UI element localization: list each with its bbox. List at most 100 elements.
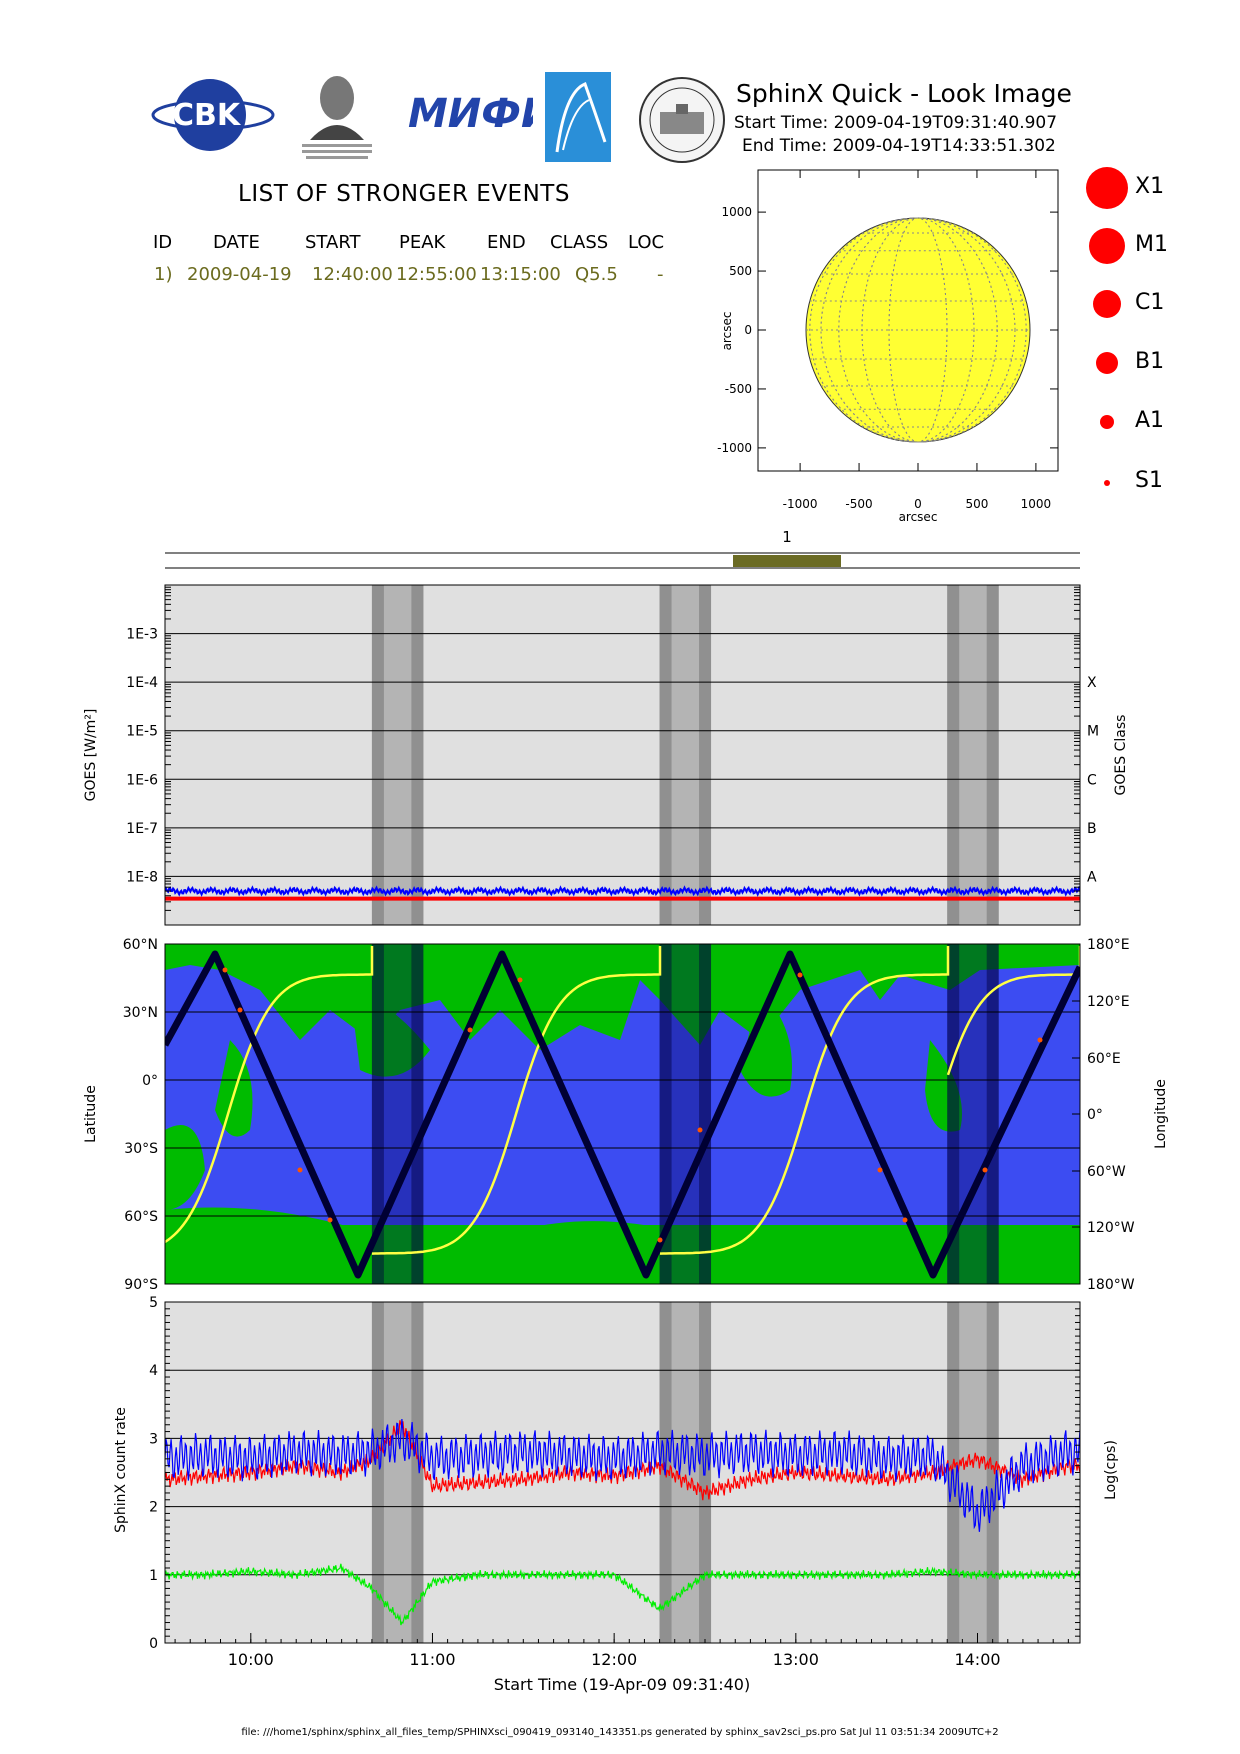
event-date: 2009-04-19 — [187, 264, 292, 285]
track-hotspot — [222, 967, 228, 973]
shaded-interval-edge — [986, 1302, 999, 1643]
university-seal-logo — [638, 76, 726, 164]
track-hotspot — [697, 1127, 703, 1133]
size-label-x1: X1 — [1135, 174, 1165, 199]
size-legend-dots — [1086, 167, 1128, 486]
count-rate-panel: 5 4 3 2 1 0 10:00 11:00 12:00 13:00 14:00 SphinX … — [113, 1295, 1119, 1694]
disk-xtick-label: -500 — [845, 497, 872, 511]
disk-meridian — [838, 217, 998, 443]
shaded-interval-edge — [699, 944, 712, 1284]
shaded-interval-edge — [659, 944, 672, 1284]
disk-ytick-label: 0 — [744, 323, 752, 337]
disk-ytick-label: 500 — [729, 264, 752, 278]
latitude-map-panel: 60°N 30°N 0° 30°S 60°S 90°S 180°E 120°E 60°E 0° 60… — [83, 937, 1169, 1293]
event-bar-label: 1 — [782, 528, 792, 546]
map-green-region — [925, 1040, 962, 1132]
col-id: ID — [153, 232, 173, 253]
shaded-interval-edge — [659, 585, 672, 925]
event-start: 12:40:00 — [312, 264, 393, 285]
goes-class-label: B — [1087, 821, 1097, 837]
shaded-interval-edge — [411, 944, 424, 1284]
track-hotspot — [902, 1217, 908, 1223]
goes-ytick-label: 1E-8 — [126, 869, 158, 885]
disk-xtick-label: 500 — [965, 497, 988, 511]
rate-ylabel-right: Log(cps) — [1103, 1440, 1119, 1500]
size-label-a1: A1 — [1135, 408, 1165, 433]
disk-ytick-label: 1000 — [721, 205, 752, 219]
rate-series-green — [165, 1563, 1080, 1626]
goes-ytick-label: 1E-3 — [126, 627, 158, 643]
col-class: CLASS — [550, 232, 609, 253]
goes-series-blue — [165, 885, 1080, 897]
disk-ytick-label: -500 — [725, 382, 752, 396]
map-lon-label: 180°E — [1087, 937, 1130, 953]
end-time: End Time: 2009-04-19T14:33:51.302 — [742, 136, 1056, 156]
time-xlabel: Start Time (19-Apr-09 09:31:40) — [494, 1675, 750, 1694]
map-lon-label: 120°E — [1087, 994, 1130, 1010]
map-gridlines — [165, 944, 1080, 1217]
rate-ytick-label: 3 — [149, 1431, 158, 1447]
size-dot-a1 — [1100, 415, 1114, 429]
map-green-region — [520, 1221, 690, 1270]
size-legend: X1 M1 C1 B1 A1 S1 — [1080, 160, 1220, 500]
disk-xlabel: arcsec — [899, 510, 938, 524]
shaded-interval-edge — [947, 585, 960, 925]
disk-xtick-label: 0 — [914, 497, 922, 511]
time-tick-label: 14:00 — [954, 1650, 1000, 1669]
track-hotspot — [1037, 1037, 1043, 1043]
disk-meridian — [820, 217, 1016, 443]
rate-ylabel: SphinX count rate — [113, 1407, 129, 1533]
map-lat-label: 30°S — [124, 1141, 158, 1157]
size-dot-m1 — [1089, 228, 1125, 264]
col-date: DATE — [213, 232, 260, 253]
size-label-s1: S1 — [1135, 468, 1163, 493]
rate-series-blue — [165, 1419, 1080, 1532]
track-hotspot — [982, 1167, 988, 1173]
size-dot-x1 — [1086, 167, 1128, 209]
disk-meridian — [809, 217, 1027, 443]
solar-disk-plot: -1000 -500 0 500 1000 1000 500 0 -500 -1000 arcse… — [717, 169, 1059, 524]
disk-xtick-label: 1000 — [1021, 497, 1052, 511]
disk-ytick-label: -1000 — [717, 441, 752, 455]
satellite-track-hotspots — [222, 967, 1043, 1243]
rate-ytick-label: 2 — [149, 1500, 158, 1516]
goes-panel: 1E-3 1E-4 1E-5 1E-6 1E-7 1E-8 X M C B A GOES [W/m²… — [83, 584, 1129, 926]
goes-gridlines — [165, 633, 1080, 877]
size-dot-b1 — [1096, 352, 1118, 374]
map-lon-label: 180°W — [1087, 1277, 1135, 1293]
shaded-interval-edge — [411, 1302, 424, 1643]
map-lat-label: 0° — [142, 1073, 158, 1089]
size-dot-s1 — [1104, 480, 1110, 486]
size-label-c1: C1 — [1135, 290, 1165, 315]
time-axis-ticks: 10:00 11:00 12:00 13:00 14:00 — [174, 1633, 1069, 1669]
events-title: LIST OF STRONGER EVENTS — [238, 181, 570, 207]
shaded-interval-edge — [371, 944, 384, 1284]
map-green-region — [740, 990, 792, 1097]
track-hotspot — [467, 1027, 473, 1033]
mifi-logo: МИФИ — [403, 82, 554, 142]
shaded-interval-edge — [371, 585, 384, 925]
rate-ytick-label: 4 — [149, 1363, 158, 1379]
map-ylabel-right: Longitude — [1153, 1079, 1169, 1149]
goes-class-label: X — [1087, 675, 1097, 691]
track-hotspot — [877, 1167, 883, 1173]
track-hotspot — [297, 1167, 303, 1173]
rate-ytick-label: 0 — [149, 1636, 158, 1652]
map-lon-label: 60°E — [1087, 1051, 1121, 1067]
disk-ylabel: arcsec — [720, 312, 734, 351]
size-label-m1: M1 — [1135, 232, 1168, 257]
track-hotspot — [327, 1217, 333, 1223]
map-lon-label: 0° — [1087, 1107, 1103, 1123]
goes-ytick-label: 1E-5 — [126, 724, 158, 740]
rate-yticks: 5 4 3 2 1 0 — [149, 1295, 1080, 1652]
goes-shaded-intervals — [371, 585, 999, 925]
col-loc: LOC — [628, 232, 665, 253]
map-green-region — [165, 1125, 205, 1210]
shaded-interval-edge — [986, 944, 999, 1284]
rate-ytick-label: 5 — [149, 1295, 158, 1311]
size-dot-c1 — [1093, 290, 1121, 318]
rate-series-red — [165, 1420, 1080, 1501]
shaded-interval-edge — [986, 585, 999, 925]
col-peak: PEAK — [399, 232, 446, 253]
time-tick-label: 11:00 — [409, 1650, 455, 1669]
